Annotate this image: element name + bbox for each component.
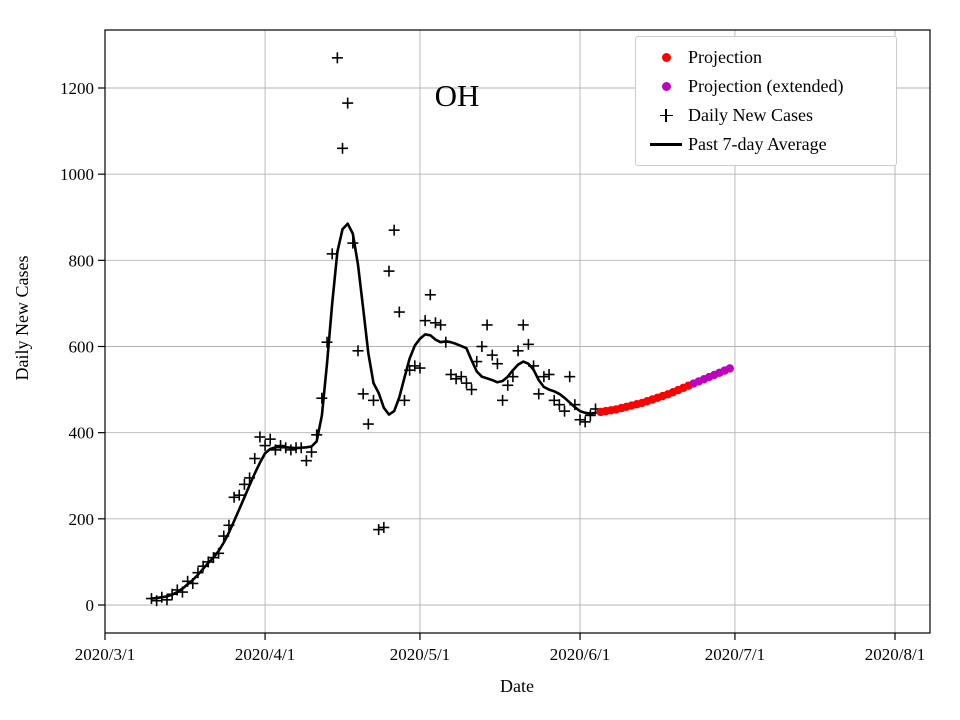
legend-label: Past 7-day Average (688, 134, 827, 154)
x-tick-label: 2020/6/1 (550, 645, 610, 664)
legend-marker-wrap (644, 82, 688, 91)
legend-item-projection-extended: Projection (extended) (644, 72, 892, 101)
plus-marker-icon (659, 109, 673, 122)
daily-new-cases-markers (145, 52, 602, 607)
legend-label: Projection (688, 47, 762, 67)
x-axis-label: Date (500, 676, 534, 696)
legend-item-projection: Projection (644, 43, 892, 72)
x-tick-label: 2020/3/1 (75, 645, 135, 664)
y-tick-label: 800 (69, 251, 95, 270)
past-7day-average-line (150, 222, 597, 600)
projection-dot-icon (661, 53, 671, 62)
x-tick-label: 2020/4/1 (235, 645, 295, 664)
y-axis-label: Daily New Cases (12, 256, 32, 381)
y-tick-label: 600 (69, 338, 95, 357)
projection-extended-dots (689, 364, 734, 388)
projection-extended-dot-icon (661, 82, 671, 91)
chart-title: OH (435, 78, 480, 113)
tick-marks (98, 87, 896, 640)
y-tick-label: 400 (69, 424, 95, 443)
legend: Projection Projection (extended) Daily N… (635, 36, 897, 166)
x-tick-label: 2020/8/1 (865, 645, 925, 664)
legend-label: Daily New Cases (688, 105, 813, 125)
legend-marker-wrap (644, 143, 688, 146)
projection-dots (596, 381, 693, 417)
legend-marker-wrap (644, 109, 688, 122)
x-tick-label: 2020/5/1 (390, 645, 450, 664)
y-tick-label: 200 (69, 510, 95, 529)
legend-item-daily-new-cases: Daily New Cases (644, 101, 892, 130)
y-tick-label: 1000 (60, 165, 94, 184)
tick-labels: 2020/3/1 2020/4/1 2020/5/1 2020/6/1 2020/7/1… (60, 79, 925, 664)
legend-item-past-7day-average: Past 7-day Average (644, 130, 892, 159)
x-tick-label: 2020/7/1 (705, 645, 765, 664)
line-marker-icon (650, 143, 682, 146)
plot-border (104, 29, 931, 634)
y-tick-label: 0 (86, 596, 95, 615)
legend-marker-wrap (644, 53, 688, 62)
y-tick-label: 1200 (60, 79, 94, 98)
legend-label: Projection (extended) (688, 76, 844, 96)
